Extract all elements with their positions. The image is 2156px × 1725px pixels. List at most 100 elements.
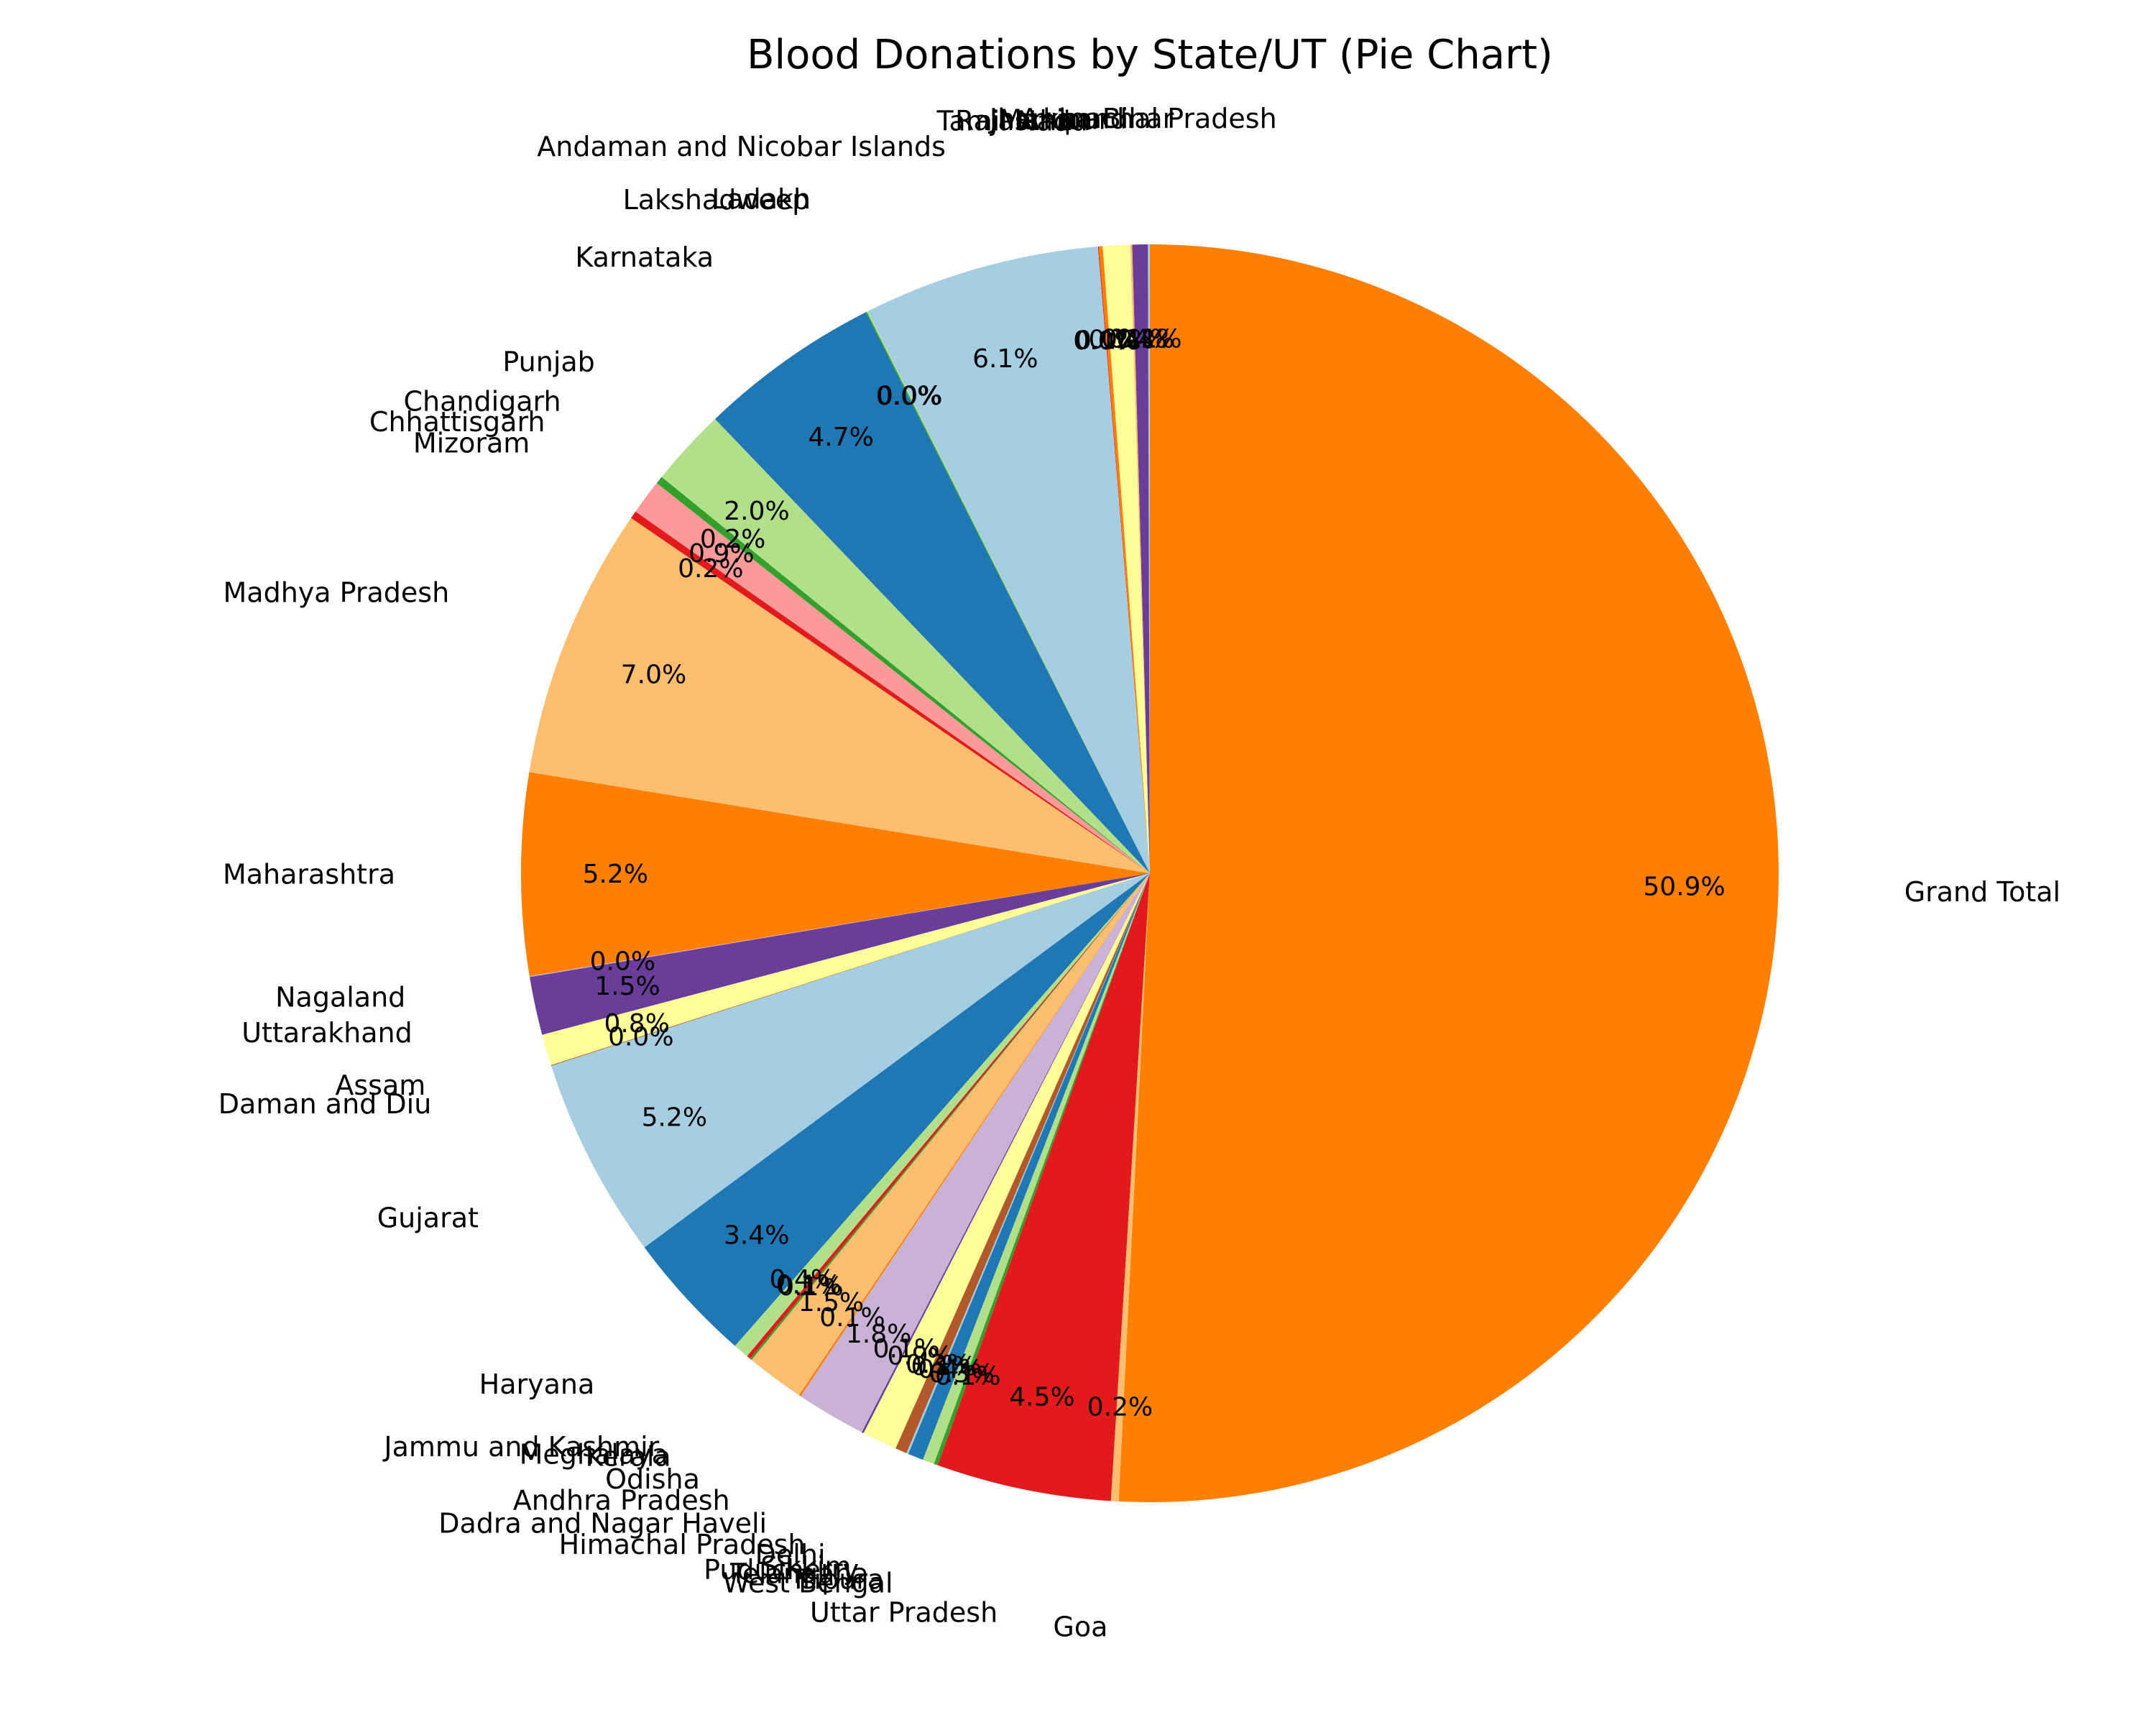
slice-odisha — [751, 873, 1150, 1396]
percent-label-uttar-pradesh: 4.5% — [1009, 1383, 1074, 1412]
slice-madhya-pradesh — [529, 518, 1150, 873]
slice-label-tamil-nadu: Tamil Nadu — [936, 106, 1088, 137]
slice-label-tripura: Tripura — [789, 1564, 884, 1596]
slice-label-dadra-and-nagar-haveli: Dadra and Nagar Haveli — [438, 1508, 767, 1540]
slice-label-uttarakhand: Uttarakhand — [241, 1017, 412, 1049]
percent-label-nagaland: 0.0% — [590, 947, 655, 976]
slice-jammu-and-kashmir — [734, 873, 1150, 1356]
slice-daman-and-diu — [550, 873, 1150, 1066]
slice-label-delhi: Delhi — [755, 1539, 826, 1570]
slice-haryana — [644, 873, 1150, 1346]
slice-puducherry — [906, 873, 1150, 1454]
percent-label-delhi: 0.9% — [887, 1342, 952, 1371]
slice-label-jammu-and-kashmir: Jammu and Kashmir — [382, 1431, 659, 1463]
slice-label-rajasthan: Rajasthan — [955, 105, 1091, 137]
slice-labels: Arunachal PradeshBiharJharkhandManipurRa… — [218, 103, 2060, 1642]
percent-label-tripura: 0.3% — [929, 1359, 994, 1389]
percent-label-lakshadweep: 0.0% — [876, 382, 941, 411]
slice-label-assam: Assam — [335, 1070, 425, 1101]
percent-label-goa: 0.2% — [1087, 1393, 1153, 1422]
percent-label-maharashtra: 5.2% — [583, 860, 648, 889]
slice-label-manipur: Manipur — [999, 104, 1110, 136]
slice-arunachal-pradesh — [1148, 244, 1150, 874]
percent-label-jammu-and-kashmir: 0.4% — [770, 1265, 835, 1294]
slice-label-kerala: Kerala — [586, 1441, 671, 1473]
slice-label-haryana: Haryana — [479, 1368, 595, 1400]
slice-delhi — [863, 873, 1150, 1449]
percent-label-puducherry: 0.1% — [911, 1352, 976, 1381]
slice-label-goa: Goa — [1053, 1611, 1107, 1642]
slice-west-bengal — [934, 873, 1150, 1466]
percent-label-kerala: 0.1% — [778, 1272, 843, 1302]
slice-label-nagaland: Nagaland — [275, 982, 405, 1013]
slice-label-andaman-and-nicobar-islands: Andaman and Nicobar Islands — [537, 131, 946, 162]
slice-karnataka — [714, 312, 1150, 874]
slice-label-arunachal-pradesh: Arunachal Pradesh — [1021, 103, 1277, 134]
slice-meghalaya — [747, 873, 1150, 1359]
percent-label-meghalaya: 0.1% — [776, 1271, 842, 1300]
slice-label-grand-total: Grand Total — [1904, 876, 2060, 908]
slice-nagaland — [529, 873, 1150, 978]
percent-label-andaman-and-nicobar-islands: 6.1% — [972, 344, 1038, 374]
slice-punjab — [661, 418, 1150, 873]
slice-label-west-bengal: West Bengal — [723, 1567, 893, 1598]
percent-label-grand-total: 50.9% — [1643, 872, 1725, 901]
slice-label-jharkhand: Jharkhand — [988, 104, 1128, 135]
percent-label-daman-and-diu: 0.0% — [608, 1022, 673, 1052]
slice-label-ladakh: Ladakh — [711, 183, 811, 215]
percent-label-bihar: 0.4% — [1109, 324, 1174, 354]
slice-himachal-pradesh — [862, 873, 1150, 1434]
slice-jharkhand — [1130, 244, 1150, 874]
slice-label-gujarat: Gujarat — [377, 1202, 479, 1234]
percent-label-himachal-pradesh: 0.1% — [873, 1335, 939, 1364]
slice-grand-total — [1118, 244, 1779, 1503]
slice-tripura — [923, 873, 1150, 1464]
slice-manipur — [1102, 244, 1150, 873]
percent-label-manipur: 0.7% — [1089, 325, 1154, 354]
slice-label-sikkim: Sikkim — [760, 1550, 851, 1582]
slice-label-bihar: Bihar — [1102, 103, 1174, 134]
slice-label-punjab: Punjab — [502, 346, 594, 378]
slice-lakshadweep — [865, 311, 1150, 874]
slice-kerala — [750, 873, 1150, 1361]
slice-gujarat — [551, 873, 1150, 1248]
slice-label-puducherry: Puducherry — [704, 1554, 859, 1586]
slice-maharashtra — [521, 772, 1150, 977]
percent-label-ladakh: 0.0% — [877, 382, 942, 411]
percent-label-chandigarh: 0.2% — [700, 525, 765, 554]
chart-title: Blood Donations by State/UT (Pie Chart) — [747, 32, 1553, 78]
slice-label-daman-and-diu: Daman and Diu — [218, 1088, 432, 1120]
percent-label-uttarakhand: 1.5% — [594, 972, 660, 1001]
slice-bihar — [1132, 244, 1150, 873]
slice-sikkim — [895, 873, 1150, 1453]
slice-label-lakshadweep: Lakshadweep — [623, 184, 810, 216]
slice-assam — [542, 873, 1150, 1065]
percent-label-sikkim: 0.3% — [906, 1350, 971, 1379]
percent-label-rajasthan: 0.1% — [1075, 326, 1141, 356]
slice-label-maharashtra: Maharashtra — [223, 859, 395, 891]
percent-label-jharkhand: 0.1% — [1101, 325, 1166, 354]
percent-label-chhattisgarh: 0.9% — [688, 539, 754, 569]
percent-label-west-bengal: 0.1% — [935, 1361, 1000, 1391]
percent-label-dadra-and-nagar-haveli: 1.8% — [846, 1320, 911, 1349]
slice-uttarakhand — [530, 873, 1150, 1035]
percent-labels: 0.1%0.4%0.1%0.7%0.1%0.0%6.1%0.0%0.0%4.7%… — [583, 324, 1726, 1422]
percent-label-arunachal-pradesh: 0.1% — [1116, 324, 1181, 354]
slice-uttar-pradesh — [937, 873, 1150, 1501]
slice-label-uttar-pradesh: Uttar Pradesh — [810, 1596, 998, 1628]
slice-label-meghalaya: Meghalaya — [520, 1438, 668, 1470]
slice-andaman-and-nicobar-islands — [867, 246, 1150, 873]
percent-label-madhya-pradesh: 7.0% — [621, 661, 686, 690]
percent-label-mizoram: 0.2% — [678, 554, 743, 584]
percent-label-karnataka: 4.7% — [808, 423, 873, 452]
percent-label-assam: 0.8% — [604, 1009, 669, 1039]
slice-label-himachal-pradesh: Himachal Pradesh — [559, 1529, 806, 1560]
pie-slices — [521, 244, 1779, 1503]
slice-label-chhattisgarh: Chhattisgarh — [369, 406, 545, 438]
slice-tamil-nadu — [1097, 246, 1150, 873]
slice-telangana — [908, 873, 1150, 1460]
slice-dadra-and-nagar-haveli — [801, 873, 1150, 1432]
slice-label-chandigarh: Chandigarh — [403, 385, 561, 417]
percent-label-odisha: 1.5% — [798, 1288, 864, 1317]
